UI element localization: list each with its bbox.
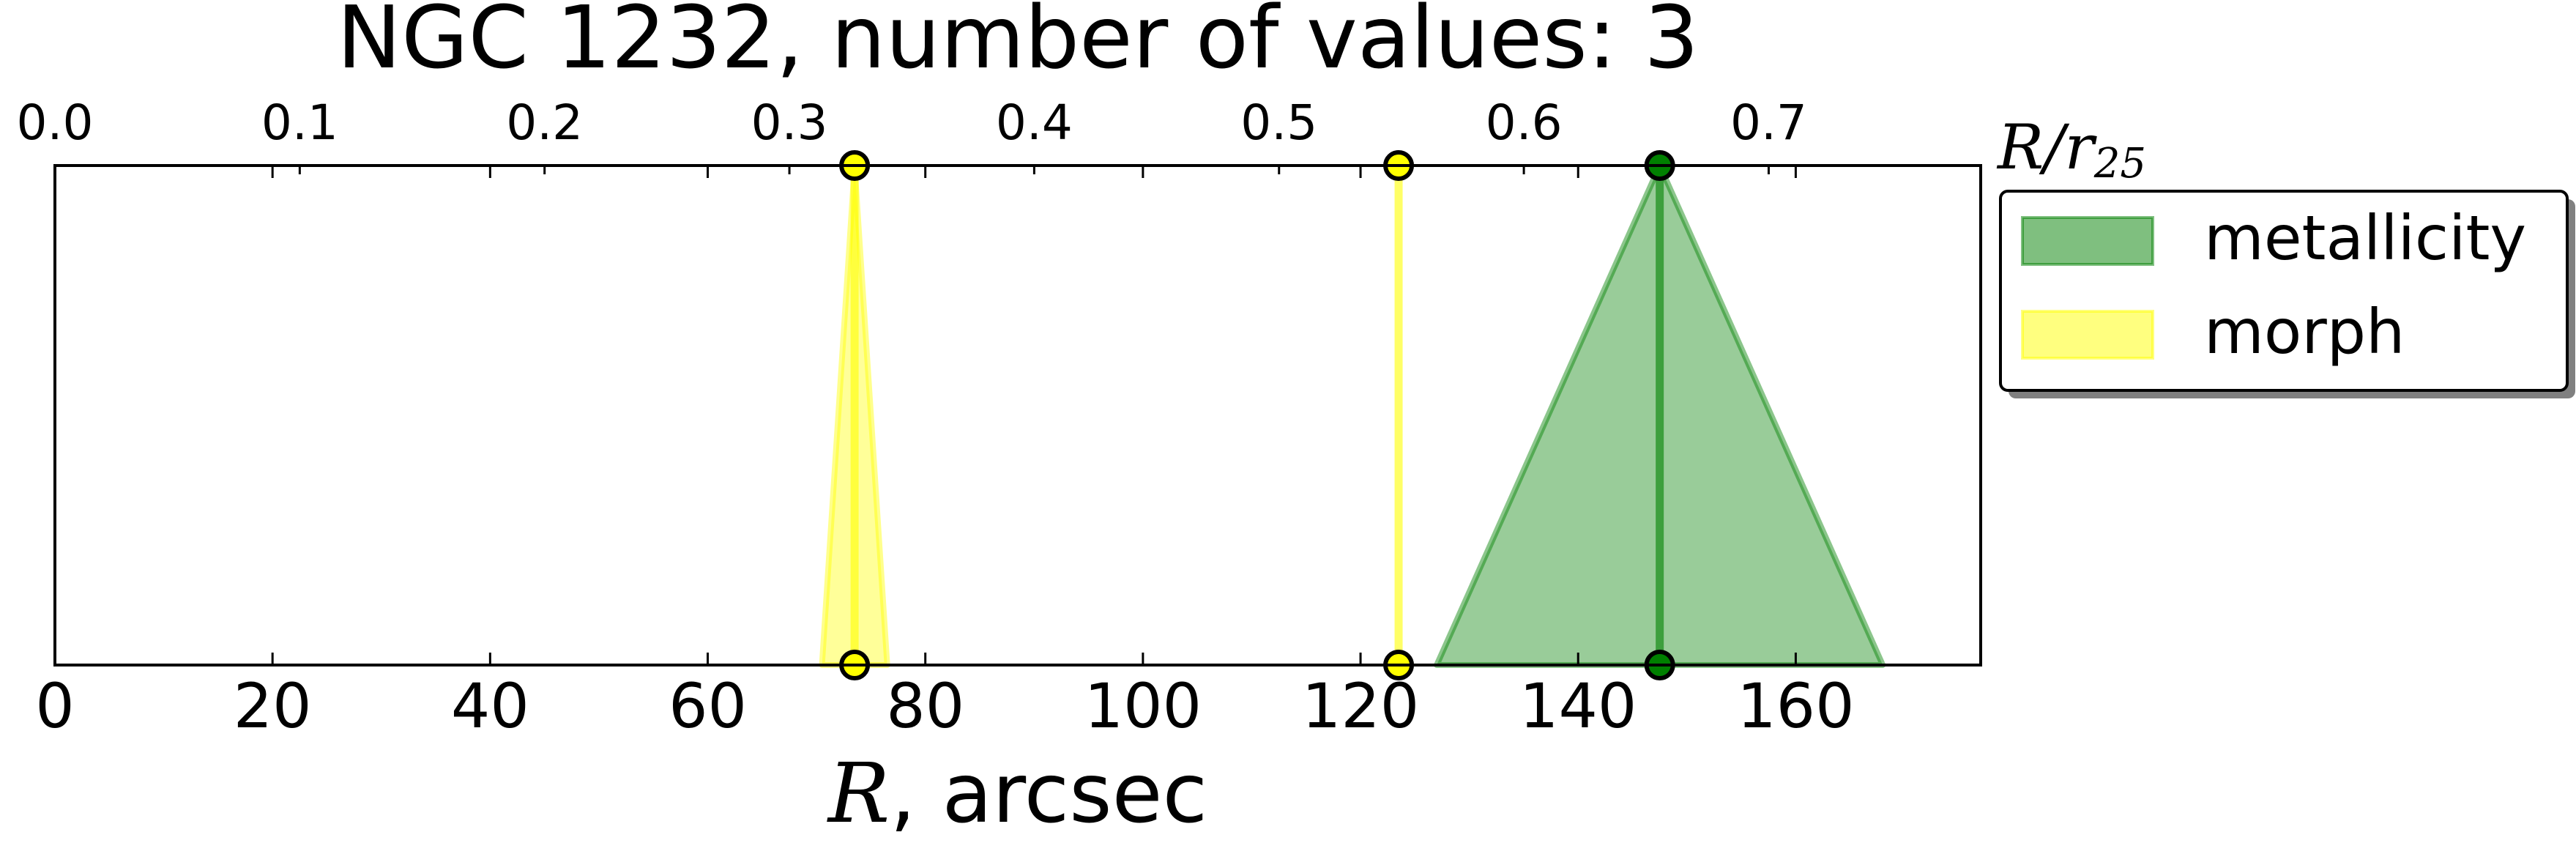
legend-swatch-metallicity [2021,216,2154,266]
x2-tick-label-0.7: 0.7 [1730,94,1807,151]
legend: metallicity morph [1999,190,2575,398]
x-axis-bottom: 0 20 40 60 80 100 120 140 160 [35,166,1855,742]
x2-tick-label-0.0: 0.0 [17,94,94,151]
x2-tick-label-0.6: 0.6 [1486,94,1563,151]
x2-axis-label-subscript: 25 [2093,140,2146,187]
x-tick-label-100: 100 [1084,670,1202,742]
legend-label-metallicity: metallicity [2204,202,2526,274]
x-axis-label-unit: , arcsec [890,746,1207,842]
x-tick-label-140: 140 [1519,670,1637,742]
x-tick-label-20: 20 [234,670,312,742]
plot-frame [53,164,1982,667]
x-tick-label-80: 80 [886,670,964,742]
x-tick-label-40: 40 [451,670,529,742]
plot-area [819,150,1886,680]
x-axis-label-symbol: R [827,746,890,842]
x2-tick-label-0.5: 0.5 [1240,94,1317,151]
x-tick-label-120: 120 [1302,670,1419,742]
x2-tick-label-0.1: 0.1 [261,94,338,151]
x-tick-label-0: 0 [35,670,74,742]
x2-axis-label: R/r25 [1996,111,2146,187]
x2-tick-label-0.3: 0.3 [751,94,828,151]
x2-tick-label-0.2: 0.2 [506,94,583,151]
x-axis-label: R, arcsec [827,746,1207,842]
legend-label-morph: morph [2204,296,2405,368]
chart-title: NGC 1232, number of values: 3 [337,0,1699,88]
legend-swatch-morph [2021,310,2154,360]
x-axis-top: 0.0 0.1 0.2 0.3 0.4 0.5 0.6 0.7 [17,94,1807,174]
x2-tick-label-0.4: 0.4 [996,94,1073,151]
x-tick-label-160: 160 [1737,670,1854,742]
x2-axis-label-symbol: R/r [1996,111,2098,183]
x-tick-label-60: 60 [669,670,747,742]
